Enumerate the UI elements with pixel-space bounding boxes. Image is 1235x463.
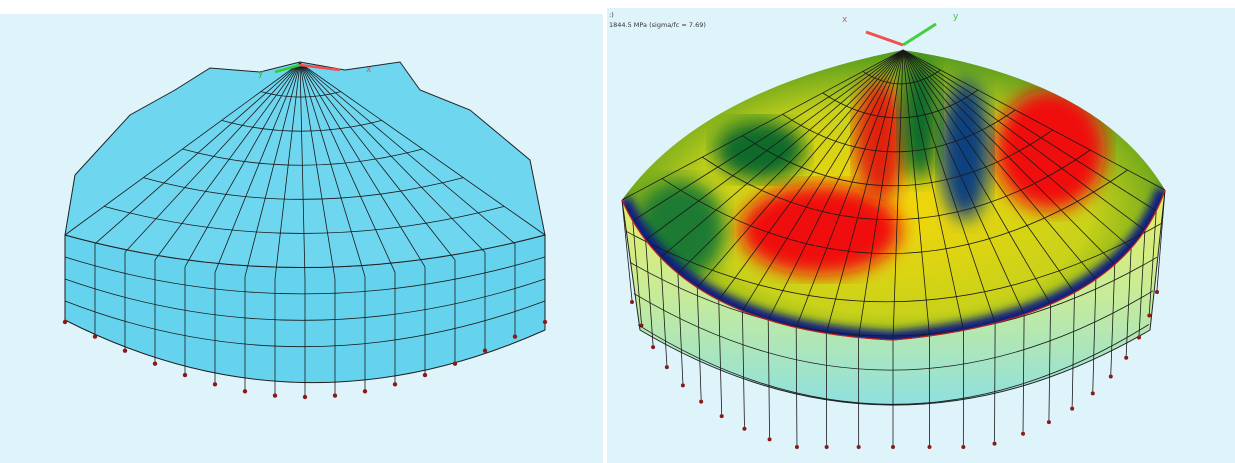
mesh-line <box>651 345 655 349</box>
mesh-line <box>483 349 487 353</box>
mesh-line <box>453 361 457 365</box>
mesh-line <box>857 445 861 449</box>
mesh-line <box>153 361 157 365</box>
page: y x x y :) 1844.5 MPa (sigma/fc = 7.69) … <box>0 0 1235 463</box>
mesh-line <box>742 427 746 431</box>
mesh-line <box>1070 407 1074 411</box>
mesh-line <box>63 320 67 324</box>
mesh-line <box>333 393 337 397</box>
mesh-line <box>825 445 829 449</box>
screenshot: y x x y :) 1844.5 MPa (sigma/fc = 7.69) <box>0 0 1235 463</box>
stress-label: 1844.5 MPa (sigma/fc = 7.69) <box>609 21 706 29</box>
mesh-line <box>1137 335 1141 339</box>
mesh-line <box>1021 432 1025 436</box>
mesh-line <box>363 389 367 393</box>
mesh-line <box>93 334 97 338</box>
mesh-line <box>795 445 799 449</box>
axis-label: y <box>953 12 959 22</box>
mesh-line <box>768 437 772 441</box>
mesh-line <box>1109 374 1113 378</box>
mesh-line <box>1124 356 1128 360</box>
mesh-line <box>720 414 724 418</box>
mesh-line <box>213 382 217 386</box>
mesh-line <box>123 349 127 353</box>
mesh-line <box>1147 314 1151 318</box>
mesh-line <box>699 400 703 404</box>
mesh-line <box>393 382 397 386</box>
mesh-line <box>273 393 277 397</box>
mesh-line <box>513 334 517 338</box>
mesh-line <box>1047 420 1051 424</box>
mesh-line <box>928 445 932 449</box>
mesh-line <box>891 445 895 449</box>
mesh-line <box>665 365 669 369</box>
mesh-line <box>423 373 427 377</box>
axis-label: x <box>366 65 372 75</box>
axis-label: y <box>258 69 264 79</box>
mesh-line <box>1091 391 1095 395</box>
mesh-line <box>303 395 307 399</box>
mesh-line <box>961 445 965 449</box>
mesh-line <box>630 300 634 304</box>
mesh-line <box>1155 290 1159 294</box>
result-header: :) <box>609 11 614 19</box>
mesh-line <box>183 373 187 377</box>
axis-label: x <box>842 15 848 25</box>
mesh-line <box>681 383 685 387</box>
mesh-line <box>543 320 547 324</box>
mesh-line <box>243 389 247 393</box>
mesh-line <box>993 442 997 446</box>
